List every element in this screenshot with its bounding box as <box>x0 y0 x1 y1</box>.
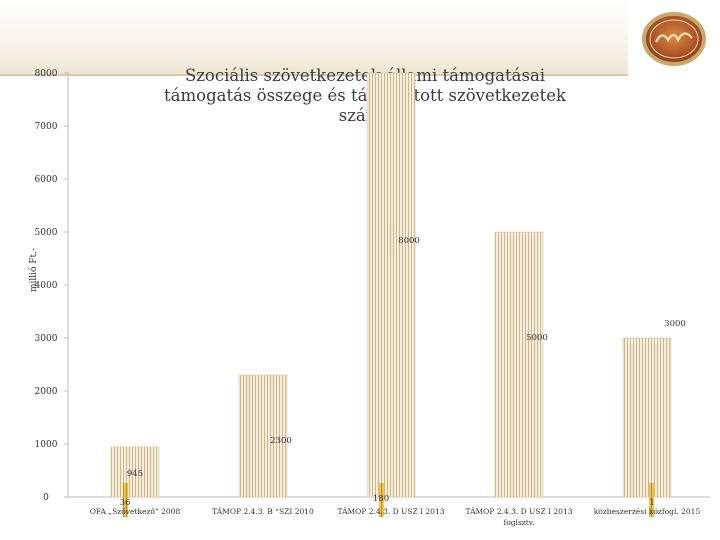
category-label: TÁMOP 2.4.3. B “SZI 2010 <box>212 507 314 516</box>
bar-amount <box>494 231 544 498</box>
data-label-amount: 945 <box>127 469 143 479</box>
bar-count <box>379 483 384 517</box>
bar-count <box>123 483 128 517</box>
data-label-count: 36 <box>120 498 131 508</box>
chart-title-line-1: Szociális szövetkezetek állami támogatás… <box>184 66 546 85</box>
y-tick-label: 6000 <box>35 175 58 185</box>
bar-amount <box>110 446 160 498</box>
bar-amount <box>622 337 672 498</box>
header-band <box>0 0 628 74</box>
data-label-amount: 5000 <box>526 333 548 343</box>
data-label-amount: 2300 <box>270 436 292 446</box>
header-divider <box>0 74 628 76</box>
data-label-count: 1 <box>649 498 654 508</box>
data-labels: 945 36 2300 8000 180 5000 3000 1 <box>120 236 686 508</box>
y-tick-label: 4000 <box>35 281 58 291</box>
category-label: TÁMOP 2.4.3. D USZ I 2013 <box>337 507 444 516</box>
category-label: közbeszerzési közfogl. 2015 <box>594 507 701 516</box>
y-tick-label: 7000 <box>35 122 58 132</box>
y-axis-label: millió Ft.- <box>28 248 39 292</box>
bars <box>110 72 672 517</box>
data-label-amount: 3000 <box>664 319 686 329</box>
y-tick-label: 2000 <box>35 387 58 397</box>
category-labels: OFA „Szövetkező” 2008 TÁMOP 2.4.3. B “SZI… <box>90 507 701 527</box>
data-label-amount: 8000 <box>398 236 420 246</box>
y-tick-label: 5000 <box>35 228 58 238</box>
bar-amount <box>238 374 288 498</box>
y-tick-label: 1000 <box>35 440 58 450</box>
y-tick-label: 0 <box>43 493 49 503</box>
logo-emblem <box>642 12 706 66</box>
category-label: OFA „Szövetkező” 2008 <box>90 507 181 516</box>
y-tick-label: 8000 <box>35 69 58 79</box>
bar-amount <box>366 72 416 498</box>
chart-title: Szociális szövetkezetek állami támogatás… <box>140 66 590 126</box>
y-ticks: 0 1000 2000 3000 4000 5000 6000 7000 8000 <box>35 69 68 503</box>
bar-count <box>649 483 654 517</box>
chart-title-line-2: támogatás összege és támogatott szövetke… <box>164 86 566 105</box>
category-label: TÁMOP 2.4.3. D USZ I 2013 <box>465 507 572 516</box>
y-tick-label: 3000 <box>35 334 58 344</box>
category-label: foglsztv. <box>503 518 534 527</box>
logo <box>628 0 720 74</box>
data-label-count: 180 <box>373 494 389 504</box>
